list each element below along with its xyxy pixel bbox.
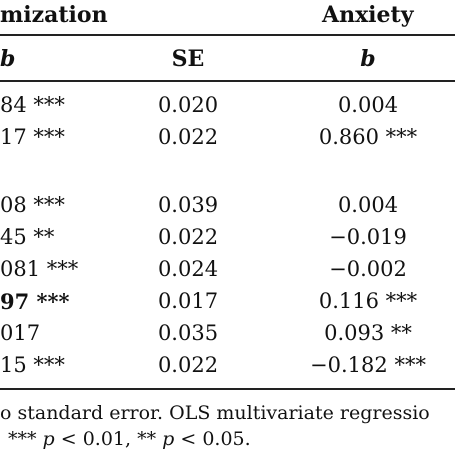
footnote-line-2: *** p < 0.01, ** p < 0.05.	[8, 428, 251, 450]
cell-b-left: 17 ***	[0, 125, 65, 149]
cell-b-left: 97 ***	[0, 289, 70, 314]
column-header-b-left: b	[0, 46, 16, 72]
cell-b-left: 45 **	[0, 225, 55, 249]
cell-b-left: 08 ***	[0, 193, 65, 217]
column-header-divider	[0, 80, 455, 82]
cell-b-left: 15 ***	[0, 353, 65, 377]
footnote-line-1: o standard error. OLS multivariate regre…	[0, 402, 430, 424]
group-header-left: mization	[0, 2, 108, 28]
cell-b-left: 081 ***	[0, 257, 79, 281]
group-header-anxiety: Anxiety	[322, 2, 414, 28]
cell-b-left: 84 ***	[0, 93, 65, 117]
table-bottom-rule	[0, 388, 455, 390]
header-divider	[0, 34, 455, 36]
cell-b-left: 017	[0, 321, 41, 345]
